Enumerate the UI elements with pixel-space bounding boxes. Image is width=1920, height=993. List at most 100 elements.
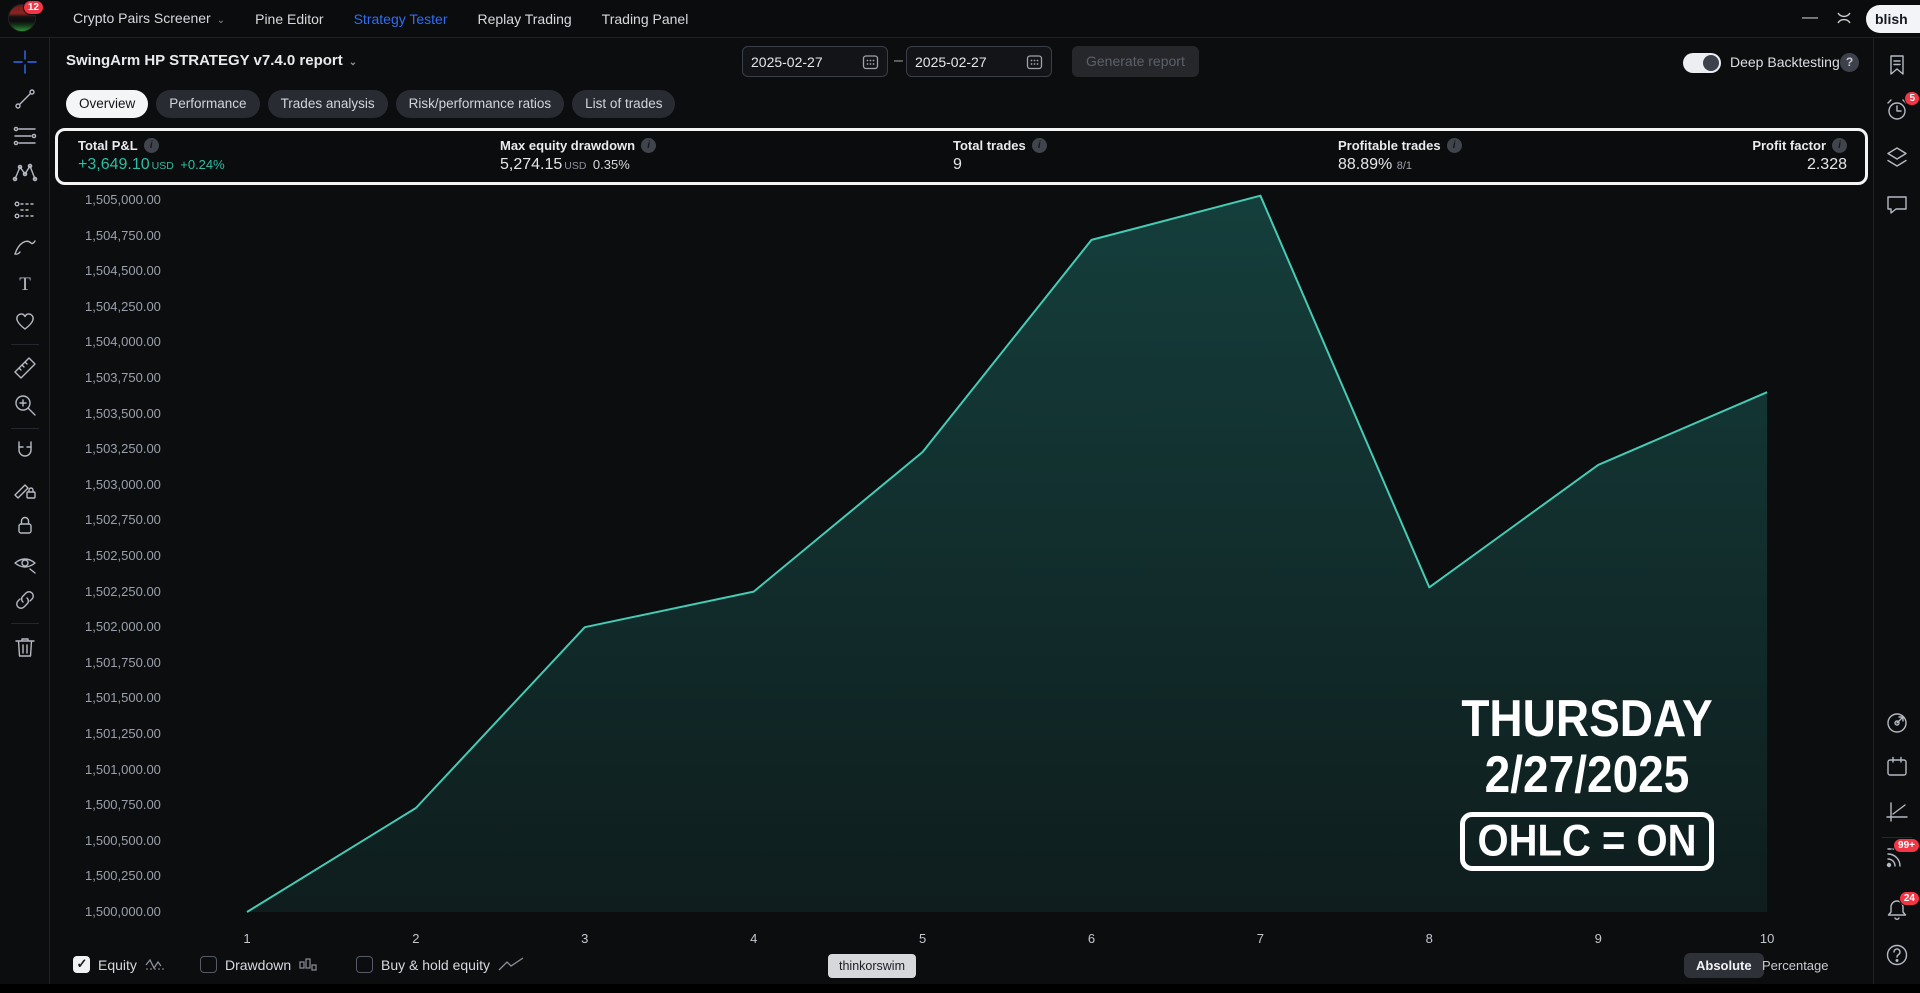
- notifications-icon[interactable]: 24: [1884, 891, 1920, 925]
- minimize-window-button[interactable]: —: [1802, 9, 1818, 26]
- y-axis-label: 1,500,500.00: [85, 832, 161, 848]
- chevron-down-icon: ⌄: [216, 14, 226, 26]
- deep-backtesting-toggle[interactable]: [1683, 53, 1721, 73]
- text-tool-icon[interactable]: T: [10, 270, 40, 298]
- notification-badge: 5: [1904, 91, 1920, 106]
- nav-replay-trading[interactable]: Replay Trading: [477, 11, 572, 27]
- legend-drawdown[interactable]: Drawdown: [200, 956, 317, 973]
- alert-clock-icon[interactable]: 5: [1884, 91, 1920, 125]
- ruler-icon[interactable]: [10, 354, 40, 382]
- crosshair-icon[interactable]: [10, 48, 40, 76]
- info-icon[interactable]: [641, 138, 657, 153]
- toolbar-divider: [10, 428, 39, 429]
- chat-icon[interactable]: [1884, 192, 1912, 220]
- equity-checkbox[interactable]: [73, 956, 90, 973]
- y-axis-label: 1,502,750.00: [85, 512, 161, 528]
- y-axis-label: 1,504,750.00: [85, 227, 161, 243]
- ideas-icon[interactable]: [1884, 710, 1912, 738]
- y-axis-label: 1,500,250.00: [85, 868, 161, 884]
- buy-hold-checkbox[interactable]: [356, 956, 373, 973]
- account-avatar[interactable]: 12: [8, 0, 44, 34]
- drawdown-checkbox[interactable]: [200, 956, 217, 973]
- object-tree-icon[interactable]: [1884, 144, 1912, 172]
- x-axis-label: 8: [1425, 931, 1433, 946]
- y-axis-label: 1,504,250.00: [85, 298, 161, 314]
- overlay-ohlc: OHLC = ON: [1477, 816, 1697, 866]
- pattern-icon[interactable]: [10, 159, 40, 187]
- date-from-input[interactable]: 2025-02-27: [742, 46, 888, 77]
- nav-crypto-pairs-screener[interactable]: Crypto Pairs Screener ⌄: [73, 9, 226, 26]
- calendar-icon: [1026, 55, 1043, 70]
- tab-list-of-trades[interactable]: List of trades: [572, 90, 676, 118]
- legend-buy-hold-equity[interactable]: Buy & hold equity: [356, 956, 524, 973]
- streams-icon[interactable]: 99+: [1884, 838, 1920, 872]
- x-axis-label: 10: [1759, 931, 1775, 946]
- publish-button[interactable]: blish: [1866, 5, 1920, 33]
- y-axis-label: 1,502,000.00: [85, 619, 161, 635]
- generate-report-button[interactable]: Generate report: [1072, 46, 1199, 77]
- y-axis-label: 1,503,750.00: [85, 370, 161, 385]
- toolbar-divider: [10, 623, 39, 624]
- tab-overview[interactable]: Overview: [66, 90, 149, 118]
- y-axis-label: 1,505,000.00: [85, 192, 161, 207]
- watchlist-icon[interactable]: [1884, 52, 1912, 80]
- hide-drawings-icon[interactable]: [10, 549, 40, 577]
- absolute-mode-button[interactable]: Absolute: [1684, 953, 1764, 978]
- nav-items: Crypto Pairs Screener ⌄ Pine Editor Strat…: [58, 0, 703, 38]
- date-to-input[interactable]: 2025-02-27: [906, 46, 1052, 77]
- tab-trades-analysis[interactable]: Trades analysis: [267, 90, 388, 118]
- scripts-icon[interactable]: [1884, 799, 1912, 827]
- y-axis-label: 1,502,250.00: [85, 583, 161, 599]
- help-circle-icon[interactable]: ?: [1840, 53, 1859, 72]
- y-axis-label: 1,504,500.00: [85, 263, 161, 279]
- info-icon[interactable]: [143, 138, 159, 153]
- magnet-icon[interactable]: [10, 438, 40, 466]
- trash-icon[interactable]: [10, 633, 40, 661]
- info-icon[interactable]: [1832, 138, 1847, 153]
- nav-strategy-tester[interactable]: Strategy Tester: [353, 11, 448, 27]
- equity-curve-chart[interactable]: 1,505,000.00 1,504,750.00 1,504,500.00 1,50…: [50, 190, 1873, 948]
- fib-retracement-icon[interactable]: [10, 122, 40, 150]
- y-axis-label: 1,503,500.00: [85, 405, 161, 421]
- trend-line-icon[interactable]: [10, 85, 40, 113]
- drawing-edit-lock-icon[interactable]: [10, 475, 40, 503]
- nav-pine-editor[interactable]: Pine Editor: [255, 11, 324, 27]
- link-icon[interactable]: [10, 586, 40, 614]
- x-axis-label: 5: [918, 931, 927, 946]
- brush-icon[interactable]: [10, 233, 40, 261]
- top-navigation-bar: 12 Crypto Pairs Screener ⌄ Pine Editor St…: [0, 0, 1920, 38]
- help-icon[interactable]: [1884, 942, 1912, 970]
- date-range-separator: –: [894, 52, 903, 69]
- info-icon[interactable]: [1031, 138, 1047, 153]
- overlay-ohlc-box: OHLC = ON: [1459, 812, 1715, 872]
- x-axis-label: 1: [243, 931, 251, 946]
- tab-risk-performance-ratios[interactable]: Risk/performance ratios: [395, 90, 565, 118]
- forecast-icon[interactable]: [10, 196, 40, 224]
- svg-text:T: T: [19, 274, 31, 295]
- tab-performance[interactable]: Performance: [156, 90, 260, 118]
- percentage-mode-button[interactable]: Percentage: [1762, 958, 1829, 973]
- x-axis-label: 2: [412, 931, 420, 946]
- info-icon[interactable]: [1446, 138, 1462, 153]
- equity-curve-icon: [145, 958, 166, 970]
- emoji-heart-icon[interactable]: [10, 307, 40, 335]
- stat-profitable-trades: Profitable trades 88.89% 8/1: [1338, 138, 1462, 174]
- zoom-in-icon[interactable]: [10, 391, 40, 419]
- legend-equity[interactable]: Equity: [73, 956, 167, 973]
- line-chart-icon: [498, 957, 524, 971]
- nav-trading-panel[interactable]: Trading Panel: [601, 11, 689, 27]
- y-axis-label: 1,501,500.00: [85, 690, 161, 706]
- chevron-down-icon: ⌄: [348, 57, 358, 68]
- y-axis-label: 1,501,750.00: [85, 654, 161, 670]
- restore-window-icon[interactable]: [1836, 10, 1852, 26]
- drawing-toolbar: T: [0, 38, 50, 984]
- x-axis-label: 6: [1087, 931, 1096, 946]
- calendar-icon[interactable]: [1884, 754, 1912, 782]
- lock-icon[interactable]: [10, 512, 40, 540]
- strategy-report-title[interactable]: SwingArm HP STRATEGY v7.4.0 report ⌄: [66, 52, 358, 69]
- drawdown-bars-icon: [299, 958, 317, 971]
- y-axis-label: 1,504,000.00: [85, 334, 161, 350]
- equity-line: [246, 194, 1768, 913]
